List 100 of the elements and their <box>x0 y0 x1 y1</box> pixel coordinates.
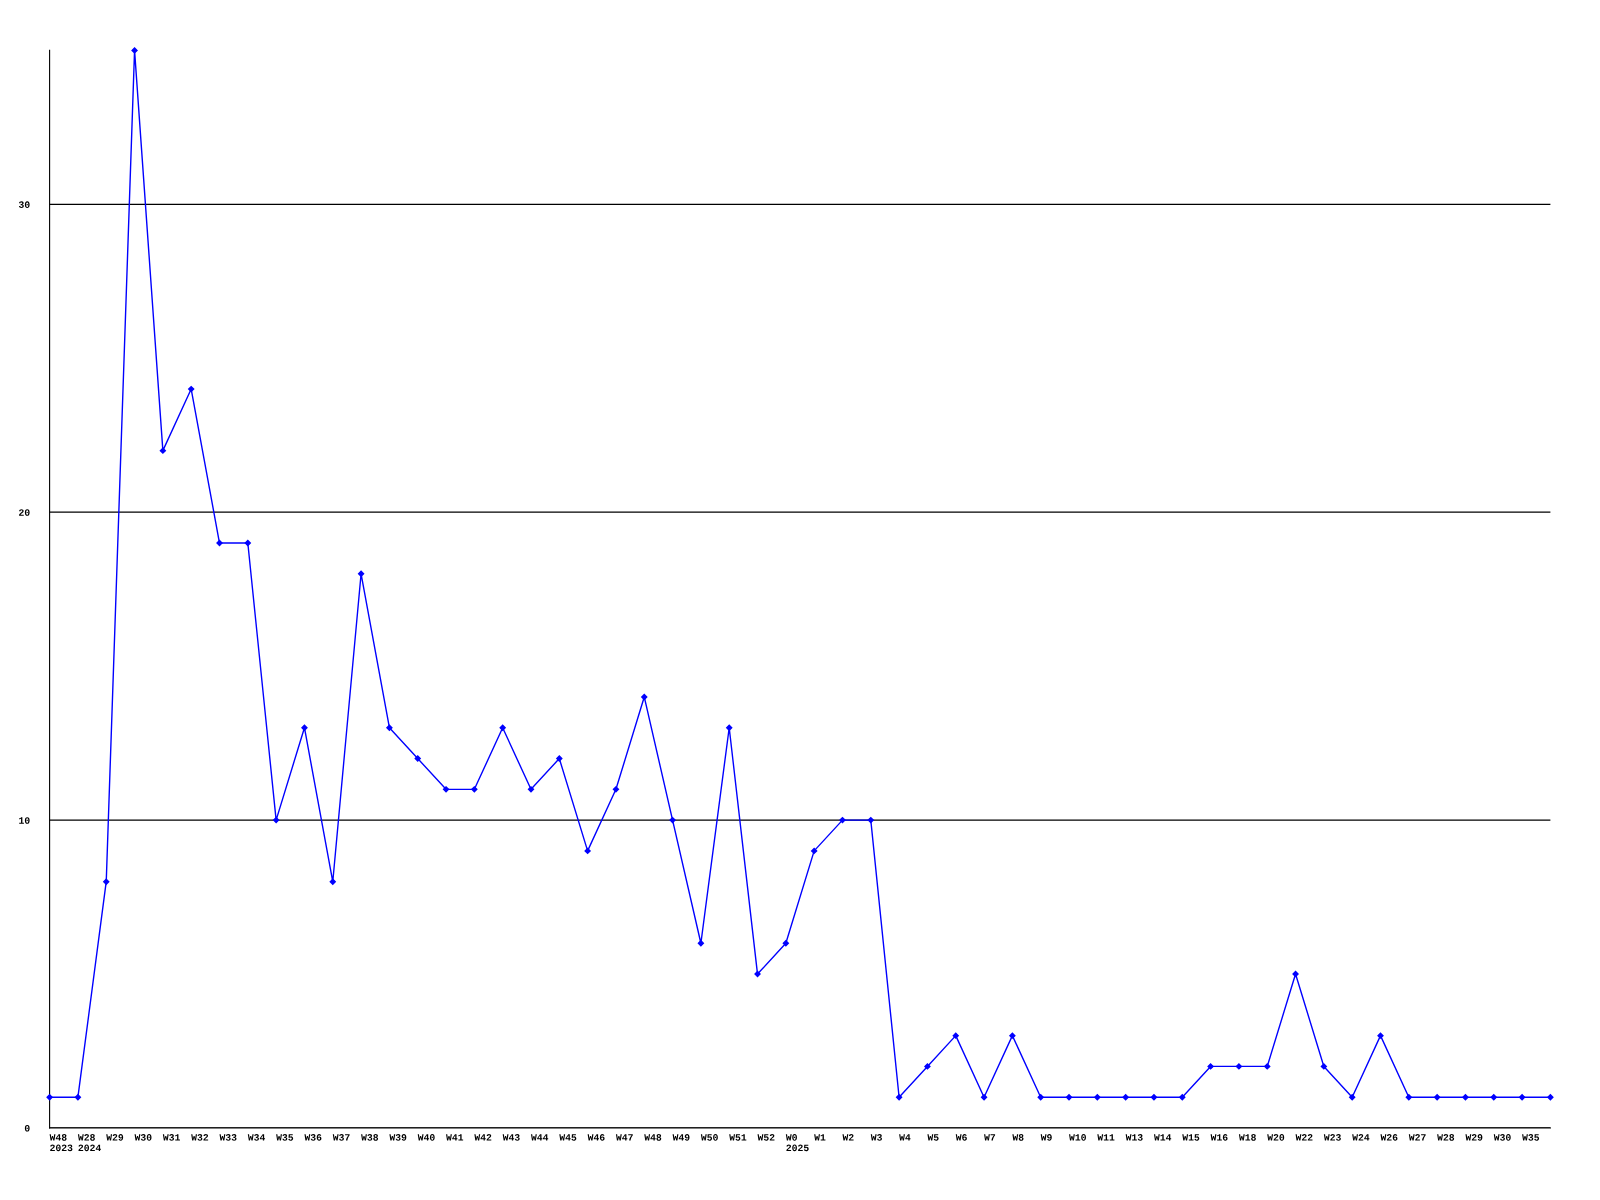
point <box>556 755 563 762</box>
y-tick-label: 20 <box>19 509 30 516</box>
point <box>1009 1032 1016 1039</box>
x-tick-label: W38 <box>361 1134 379 1141</box>
y-tick-label: 30 <box>18 201 30 208</box>
x-tick-label: W1 <box>814 1134 826 1141</box>
point <box>980 1094 988 1101</box>
point <box>386 724 393 731</box>
x-tick-label: W24 <box>1352 1134 1370 1141</box>
x-tick-label: W30 <box>134 1134 152 1141</box>
x-tick-label: W49 <box>672 1134 690 1141</box>
point <box>471 786 478 793</box>
y-tick-label: 0 <box>24 1125 30 1132</box>
point <box>811 847 818 855</box>
x-tick-label: W30 <box>1493 1134 1511 1141</box>
point <box>499 724 506 731</box>
point <box>782 940 789 947</box>
point <box>159 447 167 454</box>
point <box>414 755 421 762</box>
x-tick-label: W27 <box>1408 1134 1426 1141</box>
x-tick-label: W31 <box>162 1134 180 1141</box>
point <box>612 786 620 793</box>
x-tick-label: W29 <box>106 1134 124 1141</box>
x-tick-label: W33 <box>219 1134 237 1141</box>
x-tick-label: W35 <box>1522 1134 1540 1141</box>
point <box>357 570 365 577</box>
point <box>1292 970 1299 978</box>
point <box>103 878 110 885</box>
point <box>584 847 591 855</box>
point <box>669 816 676 824</box>
point <box>1122 1094 1129 1101</box>
point <box>1433 1094 1441 1101</box>
point <box>1377 1032 1384 1039</box>
x-tick-label: W48 <box>644 1134 662 1141</box>
point <box>895 1094 903 1101</box>
x-tick-label: W13 <box>1125 1134 1143 1141</box>
point <box>442 786 450 793</box>
x-tick-label: W23 <box>1323 1134 1341 1141</box>
point <box>754 970 761 978</box>
y-tick-label: 10 <box>19 817 30 824</box>
point <box>726 724 733 731</box>
x-tick-label: W51 <box>729 1134 747 1141</box>
x-tick-label: W8 <box>1012 1134 1024 1141</box>
x-tick-label: W50 <box>700 1134 718 1141</box>
x-tick-label: W4 <box>899 1134 911 1141</box>
x-tick-label: W42 <box>474 1134 492 1141</box>
x-tick-label: W9 <box>1040 1134 1052 1141</box>
point <box>641 693 648 701</box>
point <box>924 1063 931 1070</box>
point <box>244 539 251 547</box>
x-tick-label: W11 <box>1097 1134 1115 1141</box>
x-tick-label: W40 <box>417 1134 435 1141</box>
x-tick-label: W15 <box>1182 1134 1200 1141</box>
x-tick-label: W41 <box>446 1134 464 1141</box>
point <box>1235 1063 1243 1070</box>
x-tick-label: W6 <box>955 1134 967 1141</box>
x-tick-label: W43 <box>502 1134 520 1141</box>
point <box>1094 1094 1101 1101</box>
point <box>329 878 336 885</box>
point <box>301 724 308 731</box>
x-tick-label: W10 <box>1069 1134 1086 1141</box>
x-tick-label: W5 <box>927 1134 939 1141</box>
point <box>1518 1094 1526 1101</box>
x-tick-label: W7 <box>984 1134 996 1141</box>
point <box>1264 1063 1271 1070</box>
x-tick-label: W3 <box>870 1134 882 1141</box>
point <box>1462 1094 1469 1101</box>
point <box>1037 1094 1044 1101</box>
point <box>1150 1094 1158 1101</box>
point <box>1405 1094 1412 1101</box>
point <box>1349 1094 1356 1101</box>
x-tick-label: W29 <box>1465 1134 1483 1141</box>
x-tick-label: W37 <box>332 1134 350 1141</box>
point <box>1547 1094 1554 1101</box>
point <box>1207 1063 1214 1070</box>
point <box>131 47 138 54</box>
x-tick-label: W16 <box>1210 1134 1228 1141</box>
x-tick-label: W39 <box>389 1134 407 1141</box>
x-tick-label: W52 <box>757 1134 775 1141</box>
x-tick-label: W22 <box>1295 1134 1313 1141</box>
point <box>272 816 280 824</box>
point <box>74 1094 82 1101</box>
x-tick-label: W34 <box>247 1134 266 1141</box>
x-tick-label: W26 <box>1380 1134 1398 1141</box>
x-tick-label: W32 <box>191 1134 209 1141</box>
point <box>1320 1063 1328 1070</box>
point <box>188 385 195 393</box>
x-tick-label: W48 2023 <box>49 1134 73 1152</box>
point <box>952 1032 959 1039</box>
x-tick-label: W36 <box>304 1134 322 1141</box>
point <box>527 786 535 793</box>
point <box>697 940 705 947</box>
point <box>867 816 874 824</box>
x-tick-label: W14 <box>1153 1134 1172 1141</box>
x-tick-label: W2 <box>842 1134 854 1141</box>
x-tick-label: W45 <box>559 1134 577 1141</box>
x-tick-label: W18 <box>1238 1134 1256 1141</box>
x-tick-label: W28 <box>1437 1134 1455 1141</box>
x-tick-label: W44 <box>530 1134 549 1141</box>
point <box>839 816 846 824</box>
